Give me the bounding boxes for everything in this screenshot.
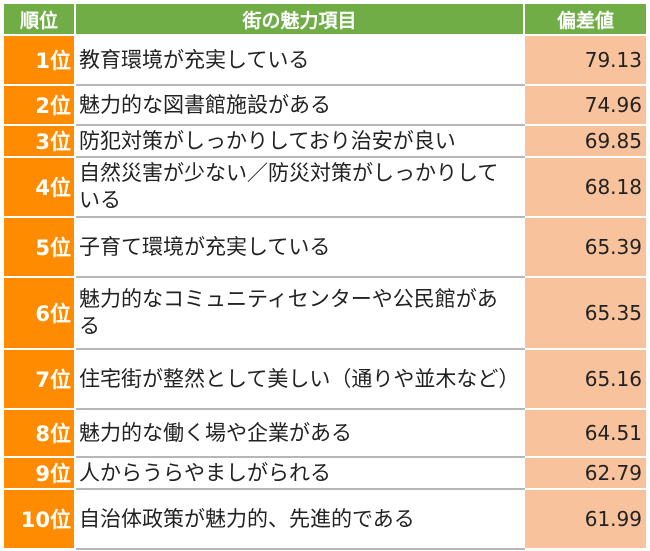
- header-row: 順位 街の魅力項目 偏差値: [2, 2, 648, 36]
- score-cell: 65.39: [523, 216, 648, 278]
- rank-cell: 3位: [2, 124, 76, 158]
- table-row: 6位 魅力的なコミュニティセンターや公民館がある 65.35: [2, 276, 648, 350]
- rank-cell: 6位: [2, 276, 76, 350]
- table-row: 5位 子育て環境が充実している 65.39: [2, 216, 648, 278]
- item-cell: 子育て環境が充実している: [75, 216, 524, 278]
- table-row: 7位 住宅街が整然として美しい（通りや並木など） 65.16: [2, 348, 648, 410]
- item-cell: 人からうらやましがられる: [75, 456, 524, 490]
- item-cell: 住宅街が整然として美しい（通りや並木など）: [75, 348, 524, 410]
- rank-cell: 10位: [2, 488, 76, 550]
- score-cell: 65.16: [523, 348, 648, 410]
- rank-cell: 8位: [2, 408, 76, 458]
- item-cell: 自然災害が少ない／防災対策がしっかりしている: [75, 156, 524, 218]
- rank-cell: 9位: [2, 456, 76, 490]
- score-header: 偏差値: [523, 2, 648, 36]
- score-cell: 68.18: [523, 156, 648, 218]
- item-header: 街の魅力項目: [74, 2, 525, 36]
- table-row: 8位 魅力的な働く場や企業がある 64.51: [2, 408, 648, 458]
- rank-cell: 2位: [2, 84, 76, 126]
- rank-header: 順位: [2, 2, 76, 36]
- table-row: 1位 教育環境が充実している 79.13: [2, 34, 648, 86]
- item-cell: 魅力的な働く場や企業がある: [75, 408, 524, 458]
- table-row: 9位 人からうらやましがられる 62.79: [2, 456, 648, 490]
- score-cell: 74.96: [523, 84, 648, 126]
- score-cell: 64.51: [523, 408, 648, 458]
- item-cell: 防犯対策がしっかりしており治安が良い: [75, 124, 524, 158]
- table-row: 3位 防犯対策がしっかりしており治安が良い 69.85: [2, 124, 648, 158]
- table-row: 2位 魅力的な図書館施設がある 74.96: [2, 84, 648, 126]
- score-cell: 65.35: [523, 276, 648, 350]
- score-cell: 69.85: [523, 124, 648, 158]
- table-row: 10位 自治体政策が魅力的、先進的である 61.99: [2, 488, 648, 550]
- rank-cell: 1位: [2, 34, 76, 86]
- score-cell: 79.13: [523, 34, 648, 86]
- table-row: 4位 自然災害が少ない／防災対策がしっかりしている 68.18: [2, 156, 648, 218]
- rank-cell: 5位: [2, 216, 76, 278]
- item-cell: 自治体政策が魅力的、先進的である: [75, 488, 524, 550]
- rank-cell: 7位: [2, 348, 76, 410]
- score-cell: 62.79: [523, 456, 648, 490]
- item-cell: 教育環境が充実している: [75, 34, 524, 86]
- score-cell: 61.99: [523, 488, 648, 550]
- rank-cell: 4位: [2, 156, 76, 218]
- item-cell: 魅力的なコミュニティセンターや公民館がある: [75, 276, 524, 350]
- item-cell: 魅力的な図書館施設がある: [75, 84, 524, 126]
